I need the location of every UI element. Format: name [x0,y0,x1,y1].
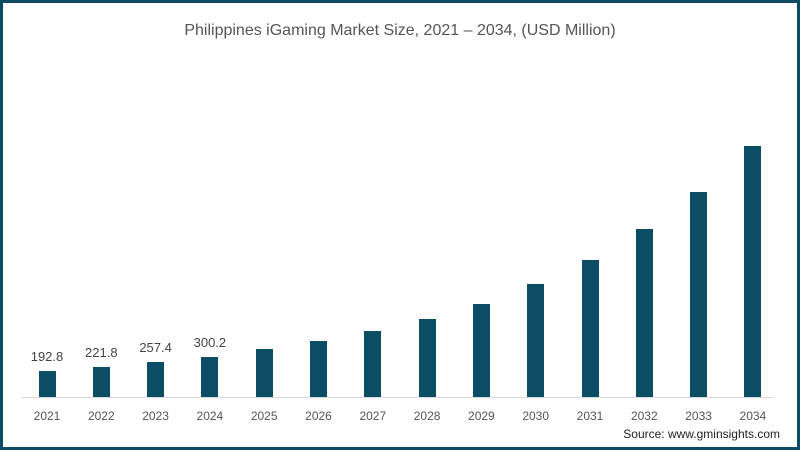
x-tick-label: 2023 [142,409,169,423]
x-tick-label: 2033 [685,409,712,423]
chart-title: Philippines iGaming Market Size, 2021 – … [184,22,616,39]
bar-2026 [310,341,327,397]
data-label: 300.2 [193,334,227,350]
bar-2025 [255,349,273,397]
bar-2030 [527,284,545,397]
bar-2022 [92,367,110,397]
x-tick-label: 2032 [630,409,658,423]
bar-2034 [744,146,762,397]
bar-2021 [38,371,56,397]
x-tick-label: 2028 [413,409,441,423]
data-label: 221.8 [85,345,118,361]
x-tick-label: 2027 [359,409,387,423]
x-tick-label: 2030 [522,409,550,423]
bar-2032 [635,229,653,397]
data-label: 257.4 [139,340,172,356]
bar-2033 [690,191,708,397]
x-tick-label: 2021 [33,409,61,423]
source-note: Source: www.gminsights.com [623,427,780,441]
bar-2029 [472,304,490,397]
x-tick-label: 2029 [468,409,495,423]
x-tick-label: 2026 [305,409,332,423]
x-tick-label: 2024 [196,409,224,423]
bar-2028 [418,319,436,397]
bar-2031 [581,260,599,397]
x-tick-label: 2034 [739,409,767,423]
bar-2024 [201,356,219,397]
data-label: 192.8 [30,349,64,365]
x-axis-line [22,397,774,398]
x-tick-label: 2025 [250,409,278,423]
x-tick-label: 2022 [87,409,115,423]
x-tick-label: 2031 [576,409,604,423]
bar-2027 [364,331,382,397]
bar-2023 [147,362,165,397]
